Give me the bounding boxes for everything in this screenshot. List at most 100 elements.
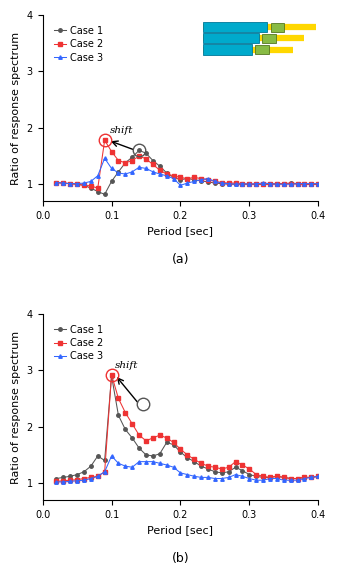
Case 2 xyxy=(220,179,224,186)
Case 2 xyxy=(199,175,203,182)
Case 3 xyxy=(89,475,93,482)
Case 1 xyxy=(116,168,120,175)
Case 3 xyxy=(165,173,169,180)
Case 3 xyxy=(96,473,100,480)
Case 2 xyxy=(227,464,231,471)
Case 3 xyxy=(206,175,210,182)
Case 3 xyxy=(254,477,258,484)
Case 1 xyxy=(110,372,114,379)
Case 3 xyxy=(61,180,65,187)
Case 1 xyxy=(82,182,86,189)
Case 2 xyxy=(82,475,86,482)
Case 3 xyxy=(172,464,176,471)
Case 3 xyxy=(75,180,79,187)
Case 1 xyxy=(268,474,272,481)
Case 3 xyxy=(296,180,300,187)
Case 2 xyxy=(178,174,182,181)
Case 1 xyxy=(103,457,107,464)
Case 1 xyxy=(261,474,265,481)
Case 3 xyxy=(123,462,127,469)
Case 3 xyxy=(199,474,203,481)
Case 3 xyxy=(192,178,196,185)
Case 1 xyxy=(192,458,196,465)
Case 2 xyxy=(144,155,148,162)
Case 2 xyxy=(89,182,93,189)
Case 1 xyxy=(303,474,307,481)
Case 3 xyxy=(96,173,100,180)
Case 3 xyxy=(254,180,258,187)
Case 1 xyxy=(158,163,162,170)
Y-axis label: Ratio of response spectrum: Ratio of response spectrum xyxy=(11,331,21,483)
Line: Case 3: Case 3 xyxy=(55,156,320,187)
Case 1 xyxy=(316,181,320,188)
Bar xyxy=(271,23,284,32)
Case 3 xyxy=(316,180,320,187)
Case 1 xyxy=(296,475,300,482)
Case 3 xyxy=(54,179,58,186)
Bar xyxy=(262,34,276,43)
Case 3 xyxy=(220,180,224,187)
Case 1 xyxy=(130,435,134,442)
Case 3 xyxy=(61,478,65,485)
Case 2 xyxy=(213,464,217,471)
Case 3 xyxy=(151,458,155,465)
Case 3 xyxy=(158,460,162,467)
Case 2 xyxy=(261,181,265,188)
Case 2 xyxy=(199,460,203,467)
Case 1 xyxy=(54,475,58,482)
Case 2 xyxy=(309,181,313,188)
Case 1 xyxy=(234,464,238,471)
Text: shift: shift xyxy=(115,361,139,370)
Case 1 xyxy=(240,181,244,188)
Case 3 xyxy=(82,180,86,187)
Case 1 xyxy=(282,180,286,187)
Case 3 xyxy=(309,474,313,481)
Case 1 xyxy=(82,468,86,475)
Case 2 xyxy=(247,181,251,188)
Case 2 xyxy=(116,395,120,402)
Case 2 xyxy=(192,174,196,181)
Case 3 xyxy=(247,181,251,188)
Case 1 xyxy=(303,181,307,188)
Line: Case 1: Case 1 xyxy=(55,149,320,196)
Case 3 xyxy=(282,181,286,188)
Case 2 xyxy=(227,180,231,187)
Case 1 xyxy=(247,471,251,478)
Case 2 xyxy=(185,451,189,458)
Case 2 xyxy=(130,421,134,428)
Case 2 xyxy=(165,435,169,442)
Case 1 xyxy=(289,180,293,187)
Case 3 xyxy=(144,458,148,465)
Case 2 xyxy=(254,471,258,478)
Case 1 xyxy=(61,180,65,187)
Case 2 xyxy=(213,178,217,185)
Case 3 xyxy=(296,477,300,484)
Case 1 xyxy=(185,454,189,461)
Case 2 xyxy=(158,167,162,174)
Case 3 xyxy=(103,155,107,162)
Case 2 xyxy=(116,157,120,164)
Case 3 xyxy=(137,164,141,171)
Case 3 xyxy=(103,468,107,475)
Case 2 xyxy=(123,159,127,166)
Case 1 xyxy=(96,188,100,195)
Line: Case 3: Case 3 xyxy=(55,454,320,483)
Case 3 xyxy=(68,180,72,187)
Case 2 xyxy=(275,181,279,188)
Case 2 xyxy=(110,148,114,155)
Case 3 xyxy=(309,180,313,187)
Case 1 xyxy=(137,147,141,154)
Case 1 xyxy=(282,474,286,481)
Case 1 xyxy=(123,426,127,433)
Case 3 xyxy=(116,170,120,177)
Case 3 xyxy=(144,165,148,172)
Case 3 xyxy=(227,180,231,187)
Case 2 xyxy=(96,185,100,192)
Case 3 xyxy=(213,475,217,482)
Case 3 xyxy=(261,180,265,187)
Case 1 xyxy=(240,467,244,474)
Case 2 xyxy=(289,180,293,187)
Case 3 xyxy=(185,180,189,187)
Text: (b): (b) xyxy=(172,552,189,565)
X-axis label: Period [sec]: Period [sec] xyxy=(148,525,213,535)
